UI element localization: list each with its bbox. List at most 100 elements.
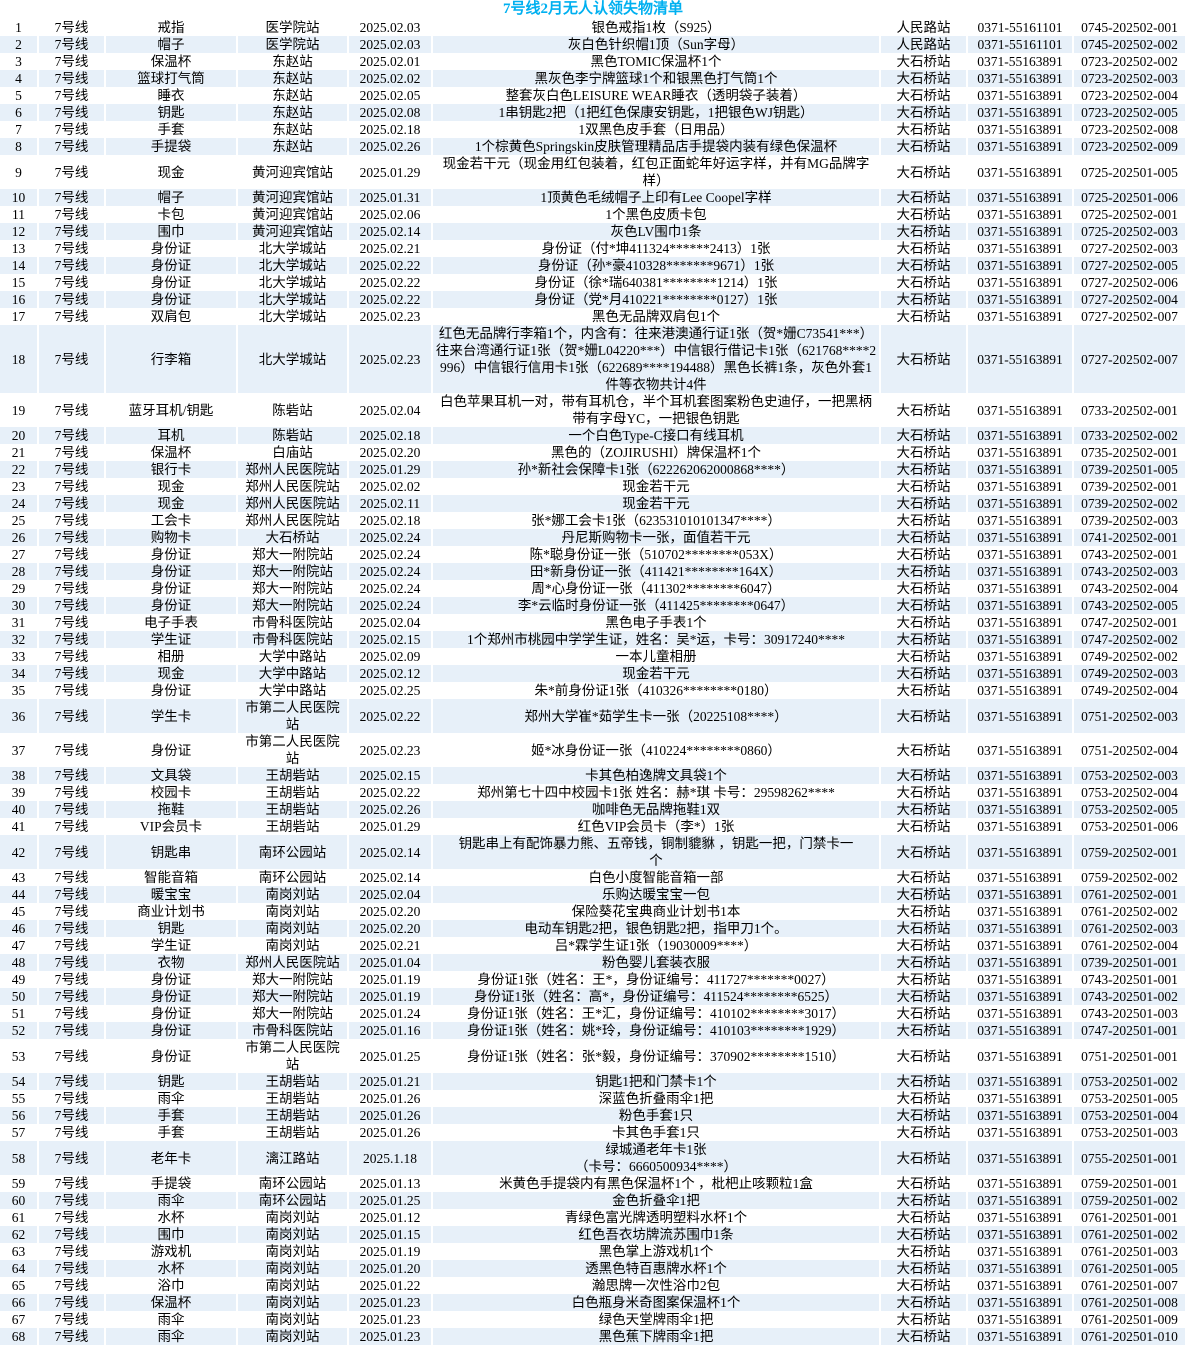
cell-line: 7号线: [38, 818, 106, 835]
cell-line: 7号线: [38, 70, 106, 87]
cell-item: 保温杯: [105, 53, 238, 70]
cell-seq: 24: [0, 495, 39, 512]
cell-line: 7号线: [38, 1073, 106, 1090]
cell-item: 浴巾: [105, 1277, 238, 1294]
cell-storage-station: 大石桥站: [880, 1175, 968, 1192]
cell-date: 2025.02.23: [348, 308, 433, 325]
cell-seq: 18: [0, 325, 39, 393]
cell-description: 现金若干元（现金用红包装着，红包正面蛇年好运字样，并有MG品牌字样）: [432, 155, 881, 189]
cell-date: 2025.01.29: [348, 461, 433, 478]
cell-item: 暖宝宝: [105, 886, 238, 903]
cell-id: 0759-202501-001: [1073, 1175, 1186, 1192]
cell-date: 2025.02.22: [348, 784, 433, 801]
cell-description: 钥匙串上有配饰暴力熊、五帝钱，铜制貔貅 ，钥匙一把，门禁卡一 个: [432, 835, 881, 869]
cell-line: 7号线: [38, 682, 106, 699]
cell-storage-station: 大石桥站: [880, 954, 968, 971]
cell-found-station: 北大学城站: [237, 308, 349, 325]
table-row: 5 7号线 睡衣 东赵站 2025.02.05 整套灰白色LEISURE WEAR睡衣（透…: [0, 87, 1186, 104]
cell-found-station: 南环公园站: [237, 1175, 349, 1192]
cell-id: 0743-202501-002: [1073, 988, 1186, 1005]
cell-id: 0723-202502-004: [1073, 87, 1186, 104]
cell-storage-station: 大石桥站: [880, 223, 968, 240]
cell-item: 戒指: [105, 19, 238, 36]
cell-found-station: 大学中路站: [237, 665, 349, 682]
cell-description: 乐购达暖宝宝一包: [432, 886, 881, 903]
cell-description: 黑色TOMIC保温杯1个: [432, 53, 881, 70]
cell-phone: 0371-55163891: [967, 1243, 1074, 1260]
table-row: 48 7号线 衣物 郑州人民医院站 2025.01.04 粉色婴儿套装衣服 大石桥站 0371…: [0, 954, 1186, 971]
cell-description: 姬*冰身份证一张（410224********0860）: [432, 733, 881, 767]
cell-storage-station: 大石桥站: [880, 886, 968, 903]
cell-storage-station: 大石桥站: [880, 597, 968, 614]
cell-item: 购物卡: [105, 529, 238, 546]
table-row: 28 7号线 身份证 郑大一附院站 2025.02.24 田*新身份证一张（411421*…: [0, 563, 1186, 580]
cell-description: 白色苹果耳机一对，带有耳机仓，半个耳机套图案粉色史迪仔，一把黑柄带有字母YC，一…: [432, 393, 881, 427]
cell-id: 0739-202502-001: [1073, 478, 1186, 495]
table-row: 11 7号线 卡包 黄河迎宾馆站 2025.02.06 1个黑色皮质卡包 大石桥站 0371-…: [0, 206, 1186, 223]
cell-description: 红色吾衣坊牌流苏围巾1条: [432, 1226, 881, 1243]
cell-line: 7号线: [38, 495, 106, 512]
cell-storage-station: 大石桥站: [880, 444, 968, 461]
cell-seq: 59: [0, 1175, 39, 1192]
cell-id: 0753-202502-004: [1073, 784, 1186, 801]
table-row: 17 7号线 双肩包 北大学城站 2025.02.23 黑色无品牌双肩包1个 大石桥站 037…: [0, 308, 1186, 325]
cell-phone: 0371-55163891: [967, 1073, 1074, 1090]
cell-id: 0761-202502-001: [1073, 886, 1186, 903]
cell-description: 绿色天堂牌雨伞1把: [432, 1311, 881, 1328]
table-row: 19 7号线 蓝牙耳机/钥匙 陈砦站 2025.02.04 白色苹果耳机一对，带有耳机仓，…: [0, 393, 1186, 427]
cell-line: 7号线: [38, 104, 106, 121]
cell-item: 学生证: [105, 937, 238, 954]
cell-item: 钥匙串: [105, 835, 238, 869]
table-row: 16 7号线 身份证 北大学城站 2025.02.22 身份证（党*月410221****…: [0, 291, 1186, 308]
cell-phone: 0371-55163891: [967, 971, 1074, 988]
cell-item: 身份证: [105, 563, 238, 580]
cell-item: VIP会员卡: [105, 818, 238, 835]
cell-line: 7号线: [38, 1141, 106, 1175]
cell-seq: 17: [0, 308, 39, 325]
cell-item: 双肩包: [105, 308, 238, 325]
cell-found-station: 南环公园站: [237, 869, 349, 886]
cell-line: 7号线: [38, 444, 106, 461]
cell-seq: 37: [0, 733, 39, 767]
cell-seq: 30: [0, 597, 39, 614]
cell-item: 身份证: [105, 1039, 238, 1073]
cell-seq: 7: [0, 121, 39, 138]
cell-phone: 0371-55161101: [967, 36, 1074, 53]
cell-line: 7号线: [38, 36, 106, 53]
cell-date: 2025.01.26: [348, 1090, 433, 1107]
cell-found-station: 黄河迎宾馆站: [237, 223, 349, 240]
cell-line: 7号线: [38, 546, 106, 563]
cell-id: 0747-202501-001: [1073, 1022, 1186, 1039]
cell-seq: 60: [0, 1192, 39, 1209]
cell-date: 2025.02.25: [348, 682, 433, 699]
cell-seq: 5: [0, 87, 39, 104]
cell-id: 0753-202502-005: [1073, 801, 1186, 818]
cell-phone: 0371-55163891: [967, 1141, 1074, 1175]
table-row: 63 7号线 游戏机 南岗刘站 2025.01.19 黑色掌上游戏机1个 大石桥站 0371-…: [0, 1243, 1186, 1260]
cell-description: 1串钥匙2把（1把红色保康安钥匙，1把银色WJ钥匙）: [432, 104, 881, 121]
cell-phone: 0371-55163891: [967, 53, 1074, 70]
table-row: 33 7号线 相册 大学中路站 2025.02.09 一本儿童相册 大石桥站 0371-551…: [0, 648, 1186, 665]
cell-storage-station: 大石桥站: [880, 920, 968, 937]
cell-phone: 0371-55163891: [967, 1022, 1074, 1039]
table-row: 39 7号线 校园卡 王胡砦站 2025.02.22 郑州第七十四中校园卡1张 姓名：赫*…: [0, 784, 1186, 801]
cell-description: 郑州第七十四中校园卡1张 姓名：赫*琪 卡号：29598262****: [432, 784, 881, 801]
cell-item: 蓝牙耳机/钥匙: [105, 393, 238, 427]
cell-phone: 0371-55163891: [967, 699, 1074, 733]
cell-description: 卡其色手套1只: [432, 1124, 881, 1141]
cell-description: 粉色手套1只: [432, 1107, 881, 1124]
lost-items-table: 1 7号线 戒指 医学院站 2025.02.03 银色戒指1枚（S925） 人民路站 0371…: [0, 19, 1186, 1345]
cell-item: 现金: [105, 495, 238, 512]
cell-description: 整套灰白色LEISURE WEAR睡衣（透明袋子装着）: [432, 87, 881, 104]
cell-found-station: 郑州人民医院站: [237, 512, 349, 529]
cell-found-station: 黄河迎宾馆站: [237, 155, 349, 189]
cell-found-station: 王胡砦站: [237, 767, 349, 784]
cell-description: 白色小度智能音箱一部: [432, 869, 881, 886]
cell-id: 0727-202502-007: [1073, 308, 1186, 325]
cell-id: 0761-202501-010: [1073, 1328, 1186, 1345]
cell-found-station: 南岗刘站: [237, 1294, 349, 1311]
cell-seq: 54: [0, 1073, 39, 1090]
cell-storage-station: 大石桥站: [880, 1039, 968, 1073]
cell-found-station: 南岗刘站: [237, 1226, 349, 1243]
cell-date: 2025.01.16: [348, 1022, 433, 1039]
